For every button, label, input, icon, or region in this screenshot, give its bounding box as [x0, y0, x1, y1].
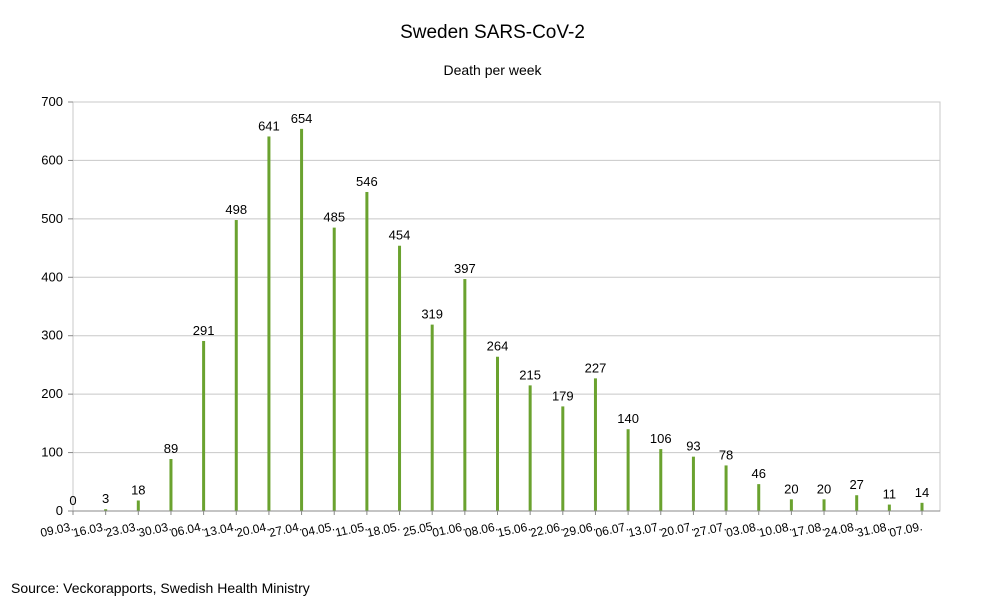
data-label: 319: [421, 307, 443, 322]
data-label: 546: [356, 174, 378, 189]
data-label: 11: [883, 487, 897, 502]
chart-title: Sweden SARS-CoV-2: [400, 22, 585, 43]
x-tick-label: 22.06.: [529, 519, 565, 540]
bar: [561, 406, 565, 511]
bar: [789, 499, 793, 511]
x-tick-label: 29.06.: [562, 519, 598, 540]
x-tick-label: 01.06.: [431, 519, 467, 540]
data-labels: 0 3 18 89 291 498 641 654 485 546 454 319 397 264 215 1…: [69, 111, 929, 508]
data-label: 654: [291, 111, 313, 126]
x-tick-label: 25.05: [402, 519, 435, 539]
data-label: 264: [487, 339, 509, 354]
y-tick-label: 500: [41, 211, 63, 226]
x-tick-label: 27.07.: [692, 519, 728, 540]
data-label: 46: [751, 466, 765, 481]
bar: [887, 504, 891, 511]
data-label: 227: [585, 360, 607, 375]
bar: [822, 499, 826, 511]
bar: [104, 509, 108, 511]
data-label: 215: [519, 367, 541, 382]
data-label: 3: [102, 491, 109, 506]
data-label: 641: [258, 118, 280, 133]
data-label: 397: [454, 261, 476, 276]
y-tick-label: 700: [41, 94, 63, 109]
data-label: 78: [719, 447, 733, 462]
x-tick-label: 27.04.: [268, 519, 304, 540]
bar: [496, 356, 499, 511]
bar: [365, 191, 369, 512]
data-label: 498: [225, 202, 247, 217]
bar: [724, 465, 728, 511]
x-tick-label: 06.04.: [170, 519, 206, 540]
bar: [757, 484, 761, 511]
x-tick-label: 17.08.: [790, 519, 826, 540]
bar: [626, 429, 630, 511]
bar: [332, 227, 336, 511]
bar: [136, 500, 140, 511]
x-tick-label: 06.07.: [594, 519, 630, 540]
bar: [920, 502, 924, 511]
y-tick-label: 300: [41, 328, 63, 343]
bar: [528, 385, 532, 511]
x-tick-label: 15.06.: [496, 519, 532, 540]
x-tick-label: 31.08.: [855, 519, 891, 540]
x-tick-label: 30.03.: [137, 519, 173, 540]
x-tick-label: 16.03.: [72, 519, 108, 540]
bar: [267, 136, 271, 512]
bar: [430, 324, 434, 511]
bar: [300, 128, 304, 511]
data-label: 14: [915, 485, 929, 500]
x-tick-label: 23.03.: [104, 519, 140, 540]
bar: [202, 340, 206, 511]
bar: [463, 279, 467, 511]
x-tick-label: 09.03.: [39, 519, 75, 540]
x-tick-label: 07.09.: [888, 519, 924, 540]
x-tick-label: 04.05.: [300, 519, 336, 540]
x-tick-label: 24.08.: [823, 519, 859, 540]
x-tick-label: 20.07.: [659, 519, 695, 540]
data-label: 93: [686, 439, 700, 454]
y-tick-label: 600: [41, 152, 63, 167]
bars: [104, 128, 924, 512]
x-tick-label: 13.07.: [627, 519, 663, 540]
y-tick-label: 400: [41, 269, 63, 284]
x-tick-label: 13.04.: [202, 519, 238, 540]
data-label: 106: [650, 431, 672, 446]
x-tick-label: 03.08.: [725, 519, 761, 540]
data-label: 18: [131, 482, 145, 497]
bar: [234, 220, 238, 512]
data-label: 27: [849, 477, 863, 492]
x-axis: 09.03.16.03.23.03.30.03.06.04.13.04.20.0…: [39, 510, 940, 540]
data-label: 20: [817, 481, 831, 496]
x-tick-label: 10.08.: [757, 519, 793, 540]
source-note: Source: Veckorapports, Swedish Health Mi…: [11, 580, 310, 596]
bar: [659, 449, 663, 511]
data-label: 140: [617, 411, 639, 426]
bar: [169, 458, 173, 511]
chart-subtitle: Death per week: [443, 62, 542, 78]
data-label: 454: [389, 228, 411, 243]
bar: [691, 456, 695, 511]
bar: [593, 378, 597, 511]
bar: [855, 495, 859, 511]
y-tick-label: 200: [41, 386, 63, 401]
bar: [398, 245, 402, 511]
data-label: 179: [552, 388, 574, 403]
x-tick-label: 20.04.: [235, 519, 271, 540]
y-axis: 0 100 200 300 400 500 600 700: [41, 94, 73, 518]
data-label: 20: [784, 481, 798, 496]
data-label: 0: [69, 493, 76, 508]
data-label: 89: [164, 441, 178, 456]
x-tick-label: 18.05.: [366, 519, 402, 540]
x-tick-label: 08.06.: [464, 519, 500, 540]
data-label: 485: [323, 210, 345, 225]
data-label: 291: [193, 323, 215, 338]
x-tick-label: 11.05.: [334, 519, 369, 539]
y-tick-label: 0: [56, 503, 63, 518]
y-tick-label: 100: [41, 445, 63, 460]
